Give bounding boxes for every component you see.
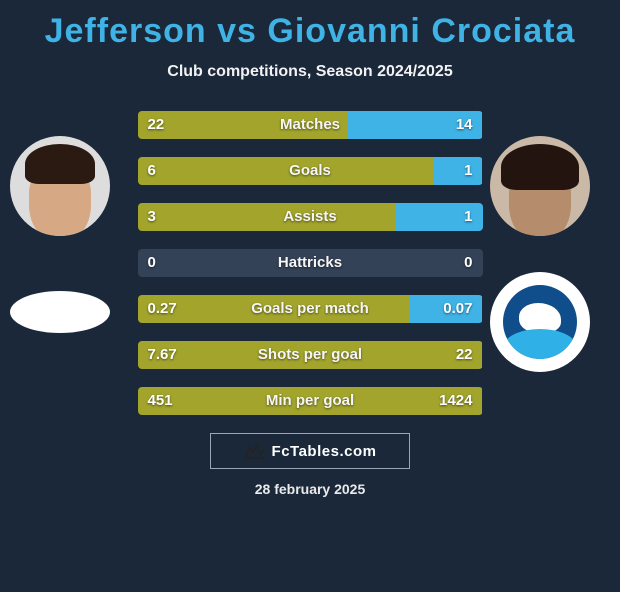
player1-club-logo [10, 291, 110, 333]
stat-label: Assists [138, 203, 483, 231]
stat-label: Hattricks [138, 249, 483, 277]
title-player2: Giovanni Crociata [267, 12, 575, 50]
stat-label: Matches [138, 111, 483, 139]
stat-row: 2214Matches [138, 111, 483, 139]
stat-row: 31Assists [138, 203, 483, 231]
stat-row: 00Hattricks [138, 249, 483, 277]
subtitle: Club competitions, Season 2024/2025 [0, 63, 620, 81]
title-vs: vs [217, 12, 257, 50]
stat-row: 0.270.07Goals per match [138, 295, 483, 323]
title-player1: Jefferson [45, 12, 207, 50]
stat-label: Goals per match [138, 295, 483, 323]
player2-club-logo [490, 272, 590, 372]
stats-container: 2214Matches 61Goals 31Assists 00Hattricks 0.… [138, 111, 483, 415]
stat-label: Shots per goal [138, 341, 483, 369]
comparison-title: Jefferson vs Giovanni Crociata [0, 12, 620, 51]
stat-row: 7.6722Shots per goal [138, 341, 483, 369]
player2-avatar [490, 136, 590, 236]
date-text: 28 february 2025 [0, 481, 620, 497]
stat-row: 61Goals [138, 157, 483, 185]
brand-logo-icon [244, 442, 266, 460]
stat-label: Goals [138, 157, 483, 185]
stat-label: Min per goal [138, 387, 483, 415]
stat-row: 4511424Min per goal [138, 387, 483, 415]
brand-text: FcTables.com [272, 443, 377, 460]
player1-avatar [10, 136, 110, 236]
brand-box: FcTables.com [210, 433, 410, 469]
